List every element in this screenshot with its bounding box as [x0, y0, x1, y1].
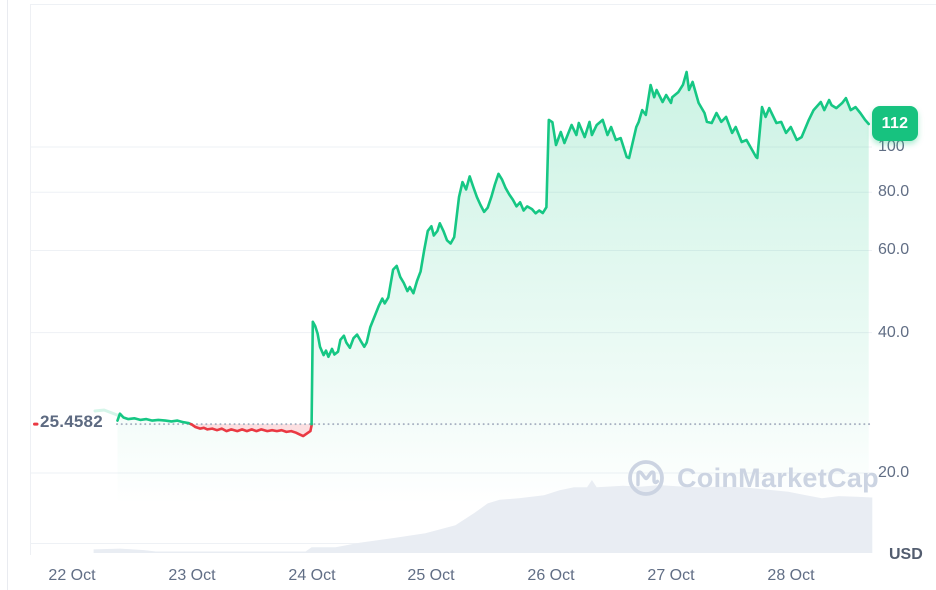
current-price-value: 112	[881, 114, 909, 132]
coinmarketcap-logo-icon	[628, 460, 664, 496]
loss-band-fill	[190, 424, 312, 437]
y-axis-label-60: 60.0	[878, 241, 910, 258]
y-axis-label-20: 20.0	[878, 464, 910, 481]
current-price-badge: 112	[872, 106, 918, 141]
reference-price-label: 25.4582	[40, 412, 103, 431]
chart-left-border	[30, 4, 31, 555]
price-area-fill	[117, 72, 869, 543]
volume-area	[93, 480, 873, 553]
x-axis-label-23-oct: 23 Oct	[168, 567, 216, 584]
x-axis-label-24-oct: 24 Oct	[288, 567, 336, 584]
x-axis-label-28-oct: 28 Oct	[767, 567, 815, 584]
currency-label: USD	[889, 546, 923, 563]
x-axis-label-27-oct: 27 Oct	[647, 567, 695, 584]
price-line-up	[116, 412, 193, 426]
reference-start-tick	[33, 422, 39, 426]
coinmarketcap-watermark: CoinMarketCap	[626, 458, 879, 498]
page-left-border	[7, 0, 8, 590]
y-axis-label-100: 100	[878, 138, 905, 155]
price-line-up	[310, 70, 870, 426]
price-line-faded-start	[93, 408, 119, 417]
y-axis-label-80: 80.0	[878, 183, 910, 200]
x-axis-label-22-oct: 22 Oct	[48, 567, 96, 584]
x-axis-label-26-oct: 26 Oct	[527, 567, 575, 584]
y-axis-label-40: 40.0	[878, 324, 910, 341]
x-axis-label-25-oct: 25 Oct	[407, 567, 455, 584]
price-line-down	[189, 422, 313, 438]
watermark-text: CoinMarketCap	[677, 463, 879, 493]
